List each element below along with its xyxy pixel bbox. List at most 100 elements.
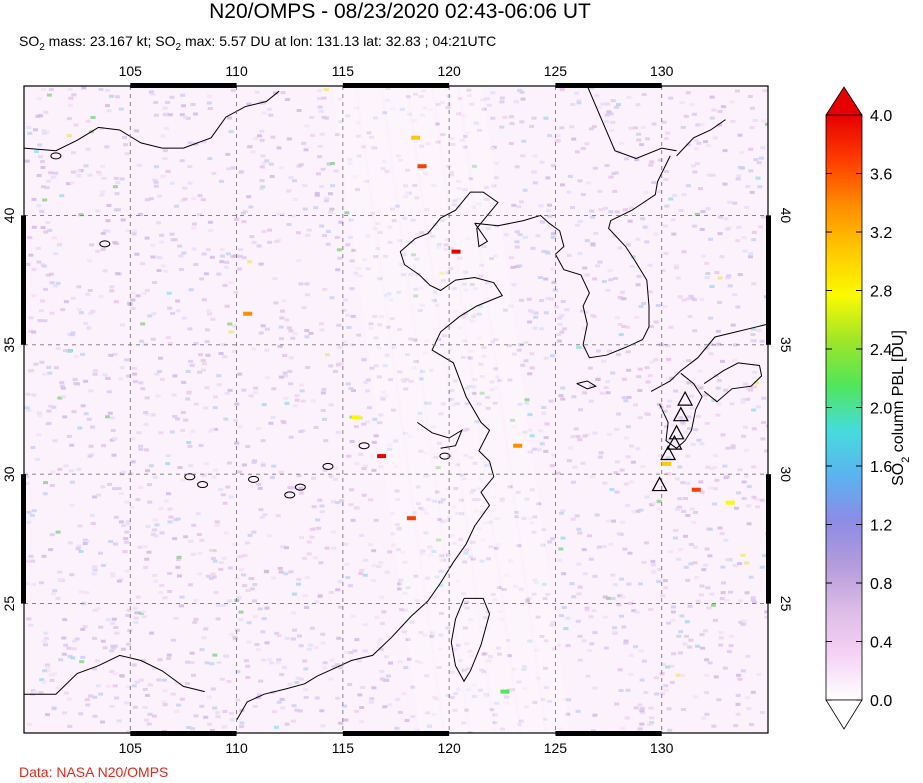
so2-pixel	[143, 565, 148, 569]
so2-pixel	[42, 319, 48, 323]
so2-pixel	[541, 250, 547, 253]
so2-pixel	[705, 144, 711, 148]
so2-pixel	[116, 487, 122, 490]
so2-pixel	[151, 312, 157, 316]
so2-pixel	[101, 444, 106, 448]
so2-pixel	[39, 299, 45, 303]
so2-pixel	[90, 116, 96, 119]
so2-pixel	[508, 559, 513, 563]
so2-pixel	[499, 100, 505, 104]
so2-pixel	[236, 596, 242, 600]
so2-pixel	[705, 586, 711, 590]
so2-pixel	[487, 520, 493, 524]
so2-pixel	[237, 425, 243, 429]
so2-pixel	[88, 694, 94, 698]
so2-pixel	[215, 617, 221, 621]
so2-pixel	[592, 631, 598, 635]
so2-pixel	[230, 166, 236, 170]
so2-pixel	[105, 104, 110, 108]
so2-pixel	[709, 467, 715, 471]
so2-pixel	[440, 498, 446, 502]
so2-pixel	[220, 343, 226, 346]
so2-pixel	[412, 338, 418, 342]
so2-pixel	[502, 115, 508, 119]
so2-pixel	[210, 687, 216, 691]
so2-pixel	[45, 665, 51, 669]
x-tick-label-bottom: 110	[225, 740, 248, 756]
so2-pixel	[589, 209, 595, 213]
so2-pixel	[304, 329, 310, 332]
so2-pixel	[30, 559, 36, 563]
so2-pixel	[123, 540, 129, 544]
so2-pixel	[106, 390, 112, 394]
so2-pixel	[738, 620, 744, 624]
so2-pixel	[475, 498, 481, 502]
so2-pixel	[629, 444, 634, 448]
colorbar-max-arrow	[825, 86, 863, 116]
so2-pixel	[313, 526, 319, 530]
so2-pixel	[110, 644, 116, 648]
so2-pixel	[111, 453, 117, 457]
so2-pixel	[485, 395, 491, 399]
so2-pixel	[433, 455, 439, 459]
so2-pixel	[246, 640, 252, 644]
so2-pixel	[109, 704, 115, 708]
so2-pixel	[203, 715, 209, 719]
so2-pixel	[523, 359, 529, 363]
so2-pixel	[134, 680, 140, 684]
so2-pixel	[297, 634, 302, 638]
so2-pixel	[66, 134, 72, 138]
so2-pixel	[197, 194, 203, 198]
so2-pixel	[704, 691, 710, 695]
so2-pixel	[699, 633, 705, 637]
so2-pixel	[208, 576, 214, 580]
so2-pixel	[435, 466, 441, 470]
so2-pixel	[543, 277, 549, 281]
so2-pixel	[334, 235, 340, 239]
so2-pixel	[405, 168, 411, 172]
so2-pixel	[614, 460, 620, 464]
so2-pixel	[199, 538, 205, 542]
so2-pixel	[533, 315, 539, 319]
so2-pixel	[517, 233, 523, 237]
so2-pixel	[496, 586, 502, 590]
so2-pixel	[410, 218, 416, 222]
so2-pixel	[165, 462, 171, 466]
so2-pixel	[418, 95, 424, 99]
so2-pixel	[191, 226, 197, 230]
so2-pixel	[550, 354, 555, 358]
so2-pixel	[380, 397, 386, 401]
so2-pixel	[134, 129, 140, 133]
so2-pixel	[301, 141, 307, 145]
so2-pixel	[76, 285, 82, 289]
so2-pixel	[517, 723, 523, 727]
so2-pixel	[162, 149, 168, 153]
so2-pixel	[70, 170, 76, 174]
so2-pixel	[678, 548, 684, 552]
so2-pixel	[551, 280, 557, 284]
so2-pixel	[298, 486, 304, 490]
so2-pixel	[723, 538, 729, 542]
so2-pixel	[291, 611, 297, 615]
so2-pixel	[322, 666, 328, 669]
so2-pixel	[176, 555, 182, 559]
so2-pixel	[485, 423, 490, 427]
so2-pixel	[232, 543, 238, 547]
volcano-marker	[668, 424, 685, 440]
so2-pixel	[394, 204, 400, 208]
so2-pixel	[369, 366, 375, 370]
so2-pixel	[319, 510, 325, 514]
so2-pixel	[306, 647, 312, 651]
so2-pixel	[588, 399, 594, 403]
so2-pixel	[683, 534, 688, 538]
so2-pixel	[338, 666, 344, 670]
so2-pixel	[445, 626, 451, 630]
so2-pixel	[153, 101, 159, 104]
so2-pixel	[356, 333, 362, 337]
so2-pixel	[622, 208, 628, 212]
so2-pixel	[616, 412, 622, 416]
so2-pixel	[290, 637, 296, 641]
so2-pixel	[745, 654, 751, 658]
so2-pixel	[43, 643, 48, 647]
so2-pixel	[418, 449, 424, 453]
